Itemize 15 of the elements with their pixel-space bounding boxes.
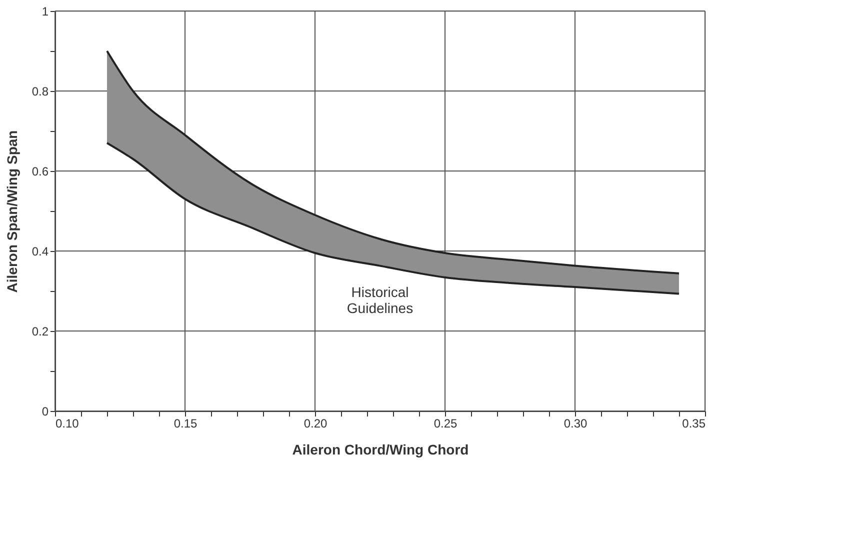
y-tick-label: 0.2 [32, 324, 49, 338]
x-tick-label: 0.20 [304, 416, 328, 430]
x-tick-label: 0.35 [682, 416, 706, 430]
y-tick-label: 0.4 [32, 244, 49, 258]
x-tick-label: 0.10 [56, 416, 80, 430]
x-tick-label: 0.30 [564, 416, 588, 430]
y-tick-label: 0.8 [32, 84, 49, 98]
annotation: Historical Guidelines [346, 284, 414, 316]
y-tick-label: 0 [42, 404, 49, 418]
x-tick-label: 0.15 [174, 416, 198, 430]
x-axis-title: Aileron Chord/Wing Chord [292, 442, 469, 458]
x-tick-label: 0.25 [434, 416, 458, 430]
y-tick-label: 1 [42, 4, 49, 18]
y-tick-label: 0.6 [32, 164, 49, 178]
y-axis-title: Aileron Span/Wing Span [4, 130, 20, 293]
